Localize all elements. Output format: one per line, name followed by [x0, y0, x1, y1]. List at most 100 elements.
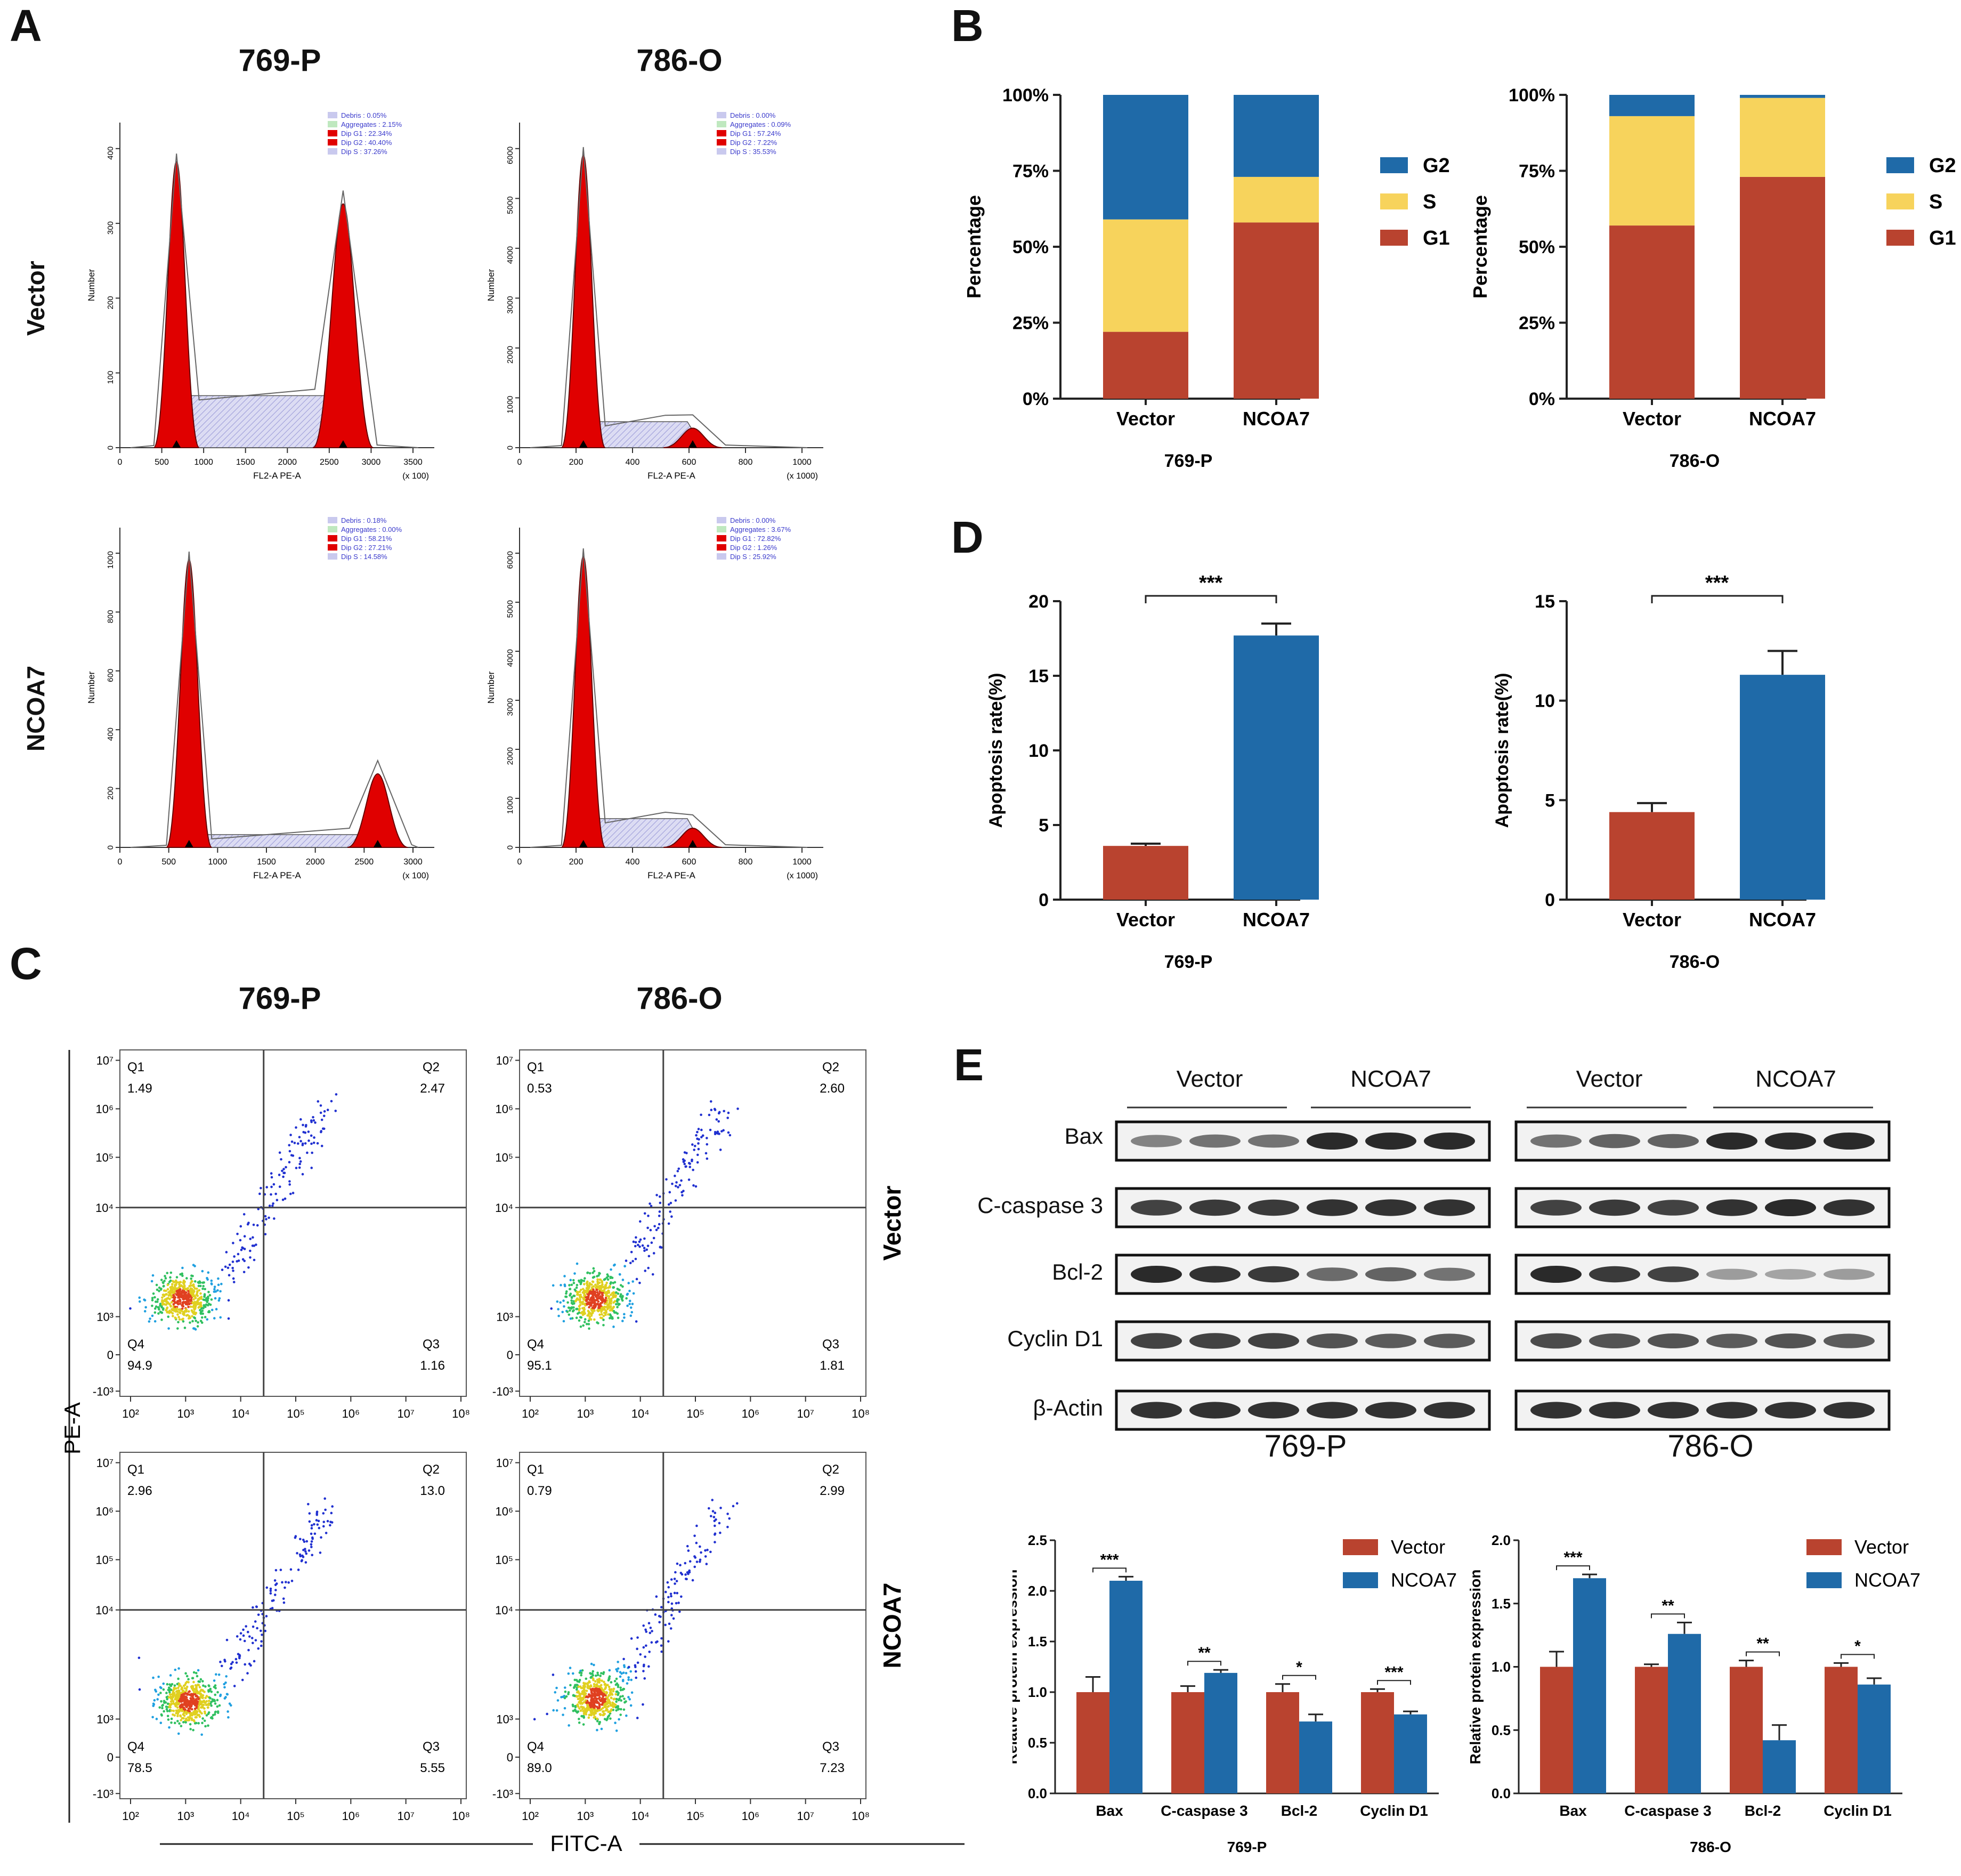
flow-event-dot — [165, 1307, 168, 1310]
y-tick-label: 25% — [1519, 313, 1555, 334]
flow-event-dot — [239, 1239, 242, 1242]
legend-swatch — [1886, 230, 1914, 246]
flow-event-dot — [195, 1320, 197, 1322]
g1-peak — [561, 154, 606, 448]
y-axis-label: Relative protein expression — [1012, 1570, 1020, 1765]
flow-event-dot — [210, 1279, 213, 1282]
flow-event-dot — [166, 1297, 169, 1300]
x-tick-label: 0 — [118, 858, 123, 867]
flow-event-dot — [563, 1305, 565, 1308]
flow-event-dot — [192, 1311, 196, 1313]
flow-event-dot — [578, 1308, 581, 1312]
blot-band — [1824, 1133, 1875, 1150]
flow-event-dot — [575, 1286, 578, 1289]
flow-event-dot — [283, 1171, 286, 1175]
x-tick-label: C-caspase 3 — [1161, 1802, 1247, 1819]
flow-event-dot — [161, 1296, 164, 1299]
flow-event-dot — [199, 1301, 202, 1304]
flow-event-dot — [179, 1284, 182, 1288]
legend-label: G1 — [1929, 227, 1956, 249]
flow-event-dot — [202, 1304, 206, 1307]
flow-event-dot — [179, 1288, 182, 1291]
bar-vector — [1609, 812, 1695, 900]
y-tick-label: 5000 — [506, 600, 515, 618]
flow-event-dot — [310, 1142, 313, 1145]
stacked-bar-s — [1234, 176, 1319, 223]
y-tick-label: 0% — [1529, 389, 1555, 409]
flow-event-dot — [183, 1327, 187, 1329]
flow-event-dot — [192, 1264, 195, 1266]
blot-band — [1424, 1267, 1475, 1281]
flow-event-dot — [143, 1299, 147, 1302]
flow-event-dot — [198, 1302, 200, 1305]
y-tick-label: 600 — [106, 669, 115, 682]
panel-label-d: D — [951, 512, 984, 562]
flow-event-dot — [610, 1297, 613, 1300]
flow-event-dot — [572, 1306, 575, 1309]
stacked-bar-g1 — [1103, 331, 1188, 399]
flow-event-dot — [217, 1283, 220, 1287]
significance-bracket — [1651, 1613, 1685, 1619]
flow-event-dot — [604, 1302, 607, 1305]
blot-band — [1131, 1266, 1182, 1283]
flow-event-dot — [619, 1293, 622, 1296]
flow-event-dot — [200, 1296, 203, 1298]
flow-event-dot — [593, 1269, 596, 1273]
y-tick-label: 20 — [1028, 592, 1049, 612]
y-tick-label: 0 — [106, 446, 115, 450]
flow-event-dot — [588, 1317, 591, 1320]
flow-event-dot — [193, 1280, 197, 1283]
blot-band — [1131, 1135, 1182, 1147]
flow-event-dot — [174, 1310, 177, 1313]
stacked-bar-g1 — [1234, 222, 1319, 399]
legend-entry: Debris : 0.18% — [341, 516, 387, 524]
flow-event-dot — [179, 1302, 182, 1305]
flow-event-dot — [219, 1316, 222, 1319]
flow-event-dot — [617, 1316, 620, 1320]
x-tick-label: 2500 — [320, 458, 339, 467]
bar-vector — [1825, 1667, 1858, 1793]
y-tick-label: 0 — [1039, 890, 1049, 910]
blot-band — [1131, 1200, 1182, 1216]
legend-label: Vector — [1854, 1536, 1909, 1558]
g2-marker — [338, 440, 347, 448]
flow-event-dot — [199, 1303, 202, 1306]
flow-event-dot — [581, 1279, 584, 1282]
bar-vector — [1540, 1667, 1573, 1793]
flow-event-dot — [581, 1313, 585, 1316]
blot-band — [1248, 1199, 1299, 1216]
significance-bracket — [1145, 595, 1277, 603]
flow-event-dot — [174, 1283, 177, 1287]
flow-event-dot — [167, 1327, 170, 1330]
y-tick-label: 400 — [106, 727, 115, 741]
flow-event-dot — [179, 1312, 182, 1314]
flow-event-dot — [595, 1288, 598, 1291]
flow-event-dot — [578, 1311, 581, 1314]
flow-event-dot — [184, 1292, 187, 1295]
flow-event-dot — [210, 1308, 214, 1312]
bar-vector — [1730, 1667, 1763, 1793]
y-tick-label: -10³ — [93, 1385, 114, 1398]
y-axis-label: Percentage — [1469, 195, 1491, 298]
q4-value: 94.9 — [127, 1359, 152, 1373]
flow-event-dot — [306, 1151, 309, 1154]
flow-event-dot — [182, 1320, 185, 1323]
blot-band — [1424, 1133, 1475, 1150]
flow-event-dot — [179, 1299, 182, 1302]
significance-bracket — [1187, 1661, 1221, 1666]
flow-event-dot — [162, 1281, 165, 1284]
y-tick-label: 5 — [1039, 815, 1049, 836]
flow-event-dot — [559, 1301, 562, 1304]
x-tick-label: NCOA7 — [1243, 408, 1310, 430]
flow-event-dot — [227, 1299, 230, 1302]
y-tick-label: 0.5 — [1028, 1735, 1047, 1751]
flow-event-dot — [611, 1316, 614, 1319]
flow-event-dot — [193, 1300, 197, 1304]
q1-value: 1.49 — [127, 1081, 152, 1096]
flow-event-dot — [204, 1316, 207, 1319]
y-tick-label: 0.0 — [1028, 1785, 1047, 1801]
legend-entry: Dip G2 : 27.21% — [341, 544, 392, 552]
blot-band — [1648, 1333, 1699, 1348]
y-axis-label: Apoptosis rate(%) — [986, 673, 1006, 828]
bar-ncoa7 — [1394, 1714, 1427, 1793]
